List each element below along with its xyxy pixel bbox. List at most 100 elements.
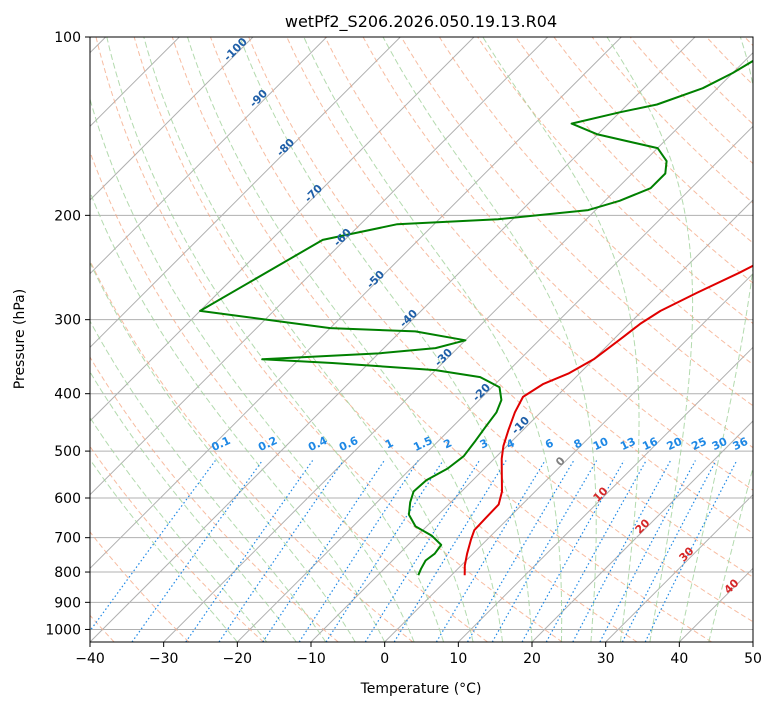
moist-adiabat-line <box>90 190 386 642</box>
x-axis-label: Temperature (°C) <box>360 681 482 697</box>
dry-adiabat-line <box>90 445 264 642</box>
moist-adiabat-line <box>90 370 297 642</box>
dry-adiabat-line <box>95 37 563 642</box>
dry-adiabat-line <box>90 259 414 642</box>
mixing-ratio-line <box>325 460 444 642</box>
dry-adiabat-label: -100 <box>221 35 250 64</box>
x-tick-label: 10 <box>449 651 467 667</box>
x-tick-label: 20 <box>523 651 541 667</box>
moist-adiabat-line <box>90 458 238 642</box>
dry-adiabat-line <box>248 37 753 578</box>
dewpoint-profile-line <box>199 59 753 576</box>
y-tick-label: 500 <box>54 444 81 460</box>
y-axis-label: Pressure (hPa) <box>12 289 28 389</box>
y-tick-label: 800 <box>54 565 81 581</box>
dry-adiabat-label: -50 <box>364 268 387 291</box>
mixing-ratio-line <box>185 460 314 642</box>
dry-adiabat-line <box>744 37 753 47</box>
mixing-ratio-line <box>466 460 575 642</box>
dry-adiabat-label: -60 <box>331 226 354 249</box>
moist-adiabat-line <box>303 37 563 642</box>
mixing-ratio-line <box>545 460 647 642</box>
mixing-ratio-line <box>644 460 738 642</box>
plot-frame <box>89 36 754 643</box>
temperature-profile-line <box>463 264 753 576</box>
moist-adiabat-line <box>143 37 474 642</box>
x-tick-label: 30 <box>597 651 615 667</box>
mixing-ratio-line <box>131 460 263 642</box>
mixing-ratio-line <box>521 460 625 642</box>
x-tick-label: 50 <box>744 651 762 667</box>
dry-adiabat-line <box>324 37 753 491</box>
grid-layer <box>90 37 753 642</box>
x-tick-label: −10 <box>296 651 326 667</box>
moist-adiabat-line <box>90 416 268 642</box>
isotherm-line <box>90 37 696 642</box>
y-tick-label: 1000 <box>45 622 81 638</box>
isotherm-line <box>90 37 328 275</box>
dry-adiabat-line <box>286 37 753 534</box>
axes: −40 −30 −20 −10 0 10 20 30 40 50 100 200 300 400 500 60… <box>45 30 762 667</box>
moist-adiabat-line <box>90 97 415 642</box>
y-tick-label: 300 <box>54 313 81 329</box>
moist-adiabat-line <box>482 37 640 642</box>
y-tick-label: 700 <box>54 531 81 547</box>
dry-adiabat-line <box>591 37 753 204</box>
moist-adiabat-label: 20 <box>633 516 653 536</box>
x-tick-label: −30 <box>149 651 179 667</box>
y-tick-label: 600 <box>54 491 81 507</box>
x-tick-label: −40 <box>75 651 105 667</box>
dry-adiabat-line <box>515 37 753 284</box>
mixing-ratio-label: 2 <box>442 436 454 451</box>
mixing-ratio-label: 13 <box>618 435 637 453</box>
mixing-ratio-line <box>491 460 598 642</box>
isotherm-line <box>752 641 753 642</box>
chart-title: wetPf2_S206.2026.050.19.13.R04 <box>285 12 557 32</box>
moist-adiabat-line <box>90 261 356 642</box>
dry-adiabat-label: -90 <box>247 87 270 110</box>
dry-adiabat-line <box>477 37 753 325</box>
moist-adiabat-line <box>239 37 533 642</box>
dry-adiabat-label: -30 <box>432 346 455 369</box>
isotherm-line <box>163 51 753 642</box>
x-tick-label: −20 <box>223 651 253 667</box>
mixing-ratio-line <box>364 460 480 642</box>
mixing-ratio-label: 10 <box>591 435 611 453</box>
y-tick-label: 400 <box>54 387 81 403</box>
mixing-ratio-label: 4 <box>504 436 517 451</box>
isotherm-line <box>605 493 753 642</box>
moist-adiabat-line <box>678 37 753 642</box>
mixing-ratio-line <box>393 460 507 642</box>
moist-adiabat-label: 10 <box>591 484 611 504</box>
isotherm-line <box>384 272 753 642</box>
isotherm-line <box>90 37 401 349</box>
mixing-ratio-label: 20 <box>665 435 685 453</box>
isotherm-line <box>90 37 622 570</box>
x-tick-label: 40 <box>670 651 688 667</box>
dry-adiabat-line <box>90 150 488 642</box>
dry-adiabat-line <box>171 37 712 642</box>
moist-adiabat-line <box>187 37 503 642</box>
mixing-ratio-label: 25 <box>689 435 708 453</box>
mixing-ratio-label: 30 <box>710 435 730 453</box>
dry-adiabat-line <box>90 531 190 642</box>
x-tick-label: 0 <box>380 651 389 667</box>
moist-adiabat-line <box>106 37 445 642</box>
dry-adiabat-label: -80 <box>274 136 297 159</box>
mixing-ratio-label: 6 <box>543 436 556 451</box>
moist-adiabat-line <box>606 37 694 642</box>
dry-adiabat-line <box>553 37 753 244</box>
mixing-ratio-line <box>298 460 419 642</box>
mixing-ratio-label: 3 <box>478 436 490 451</box>
dry-adiabat-line <box>90 356 339 642</box>
moist-adiabat-label: 30 <box>677 544 697 564</box>
isotherm-line <box>531 420 753 642</box>
mixing-ratio-label: 36 <box>731 435 751 453</box>
mixing-ratio-line <box>262 460 385 642</box>
y-tick-label: 100 <box>54 30 81 46</box>
isotherm-line <box>90 37 254 201</box>
dry-adiabat-line <box>400 37 753 407</box>
isotherm-line <box>457 346 753 642</box>
y-tick-label: 900 <box>54 595 81 611</box>
